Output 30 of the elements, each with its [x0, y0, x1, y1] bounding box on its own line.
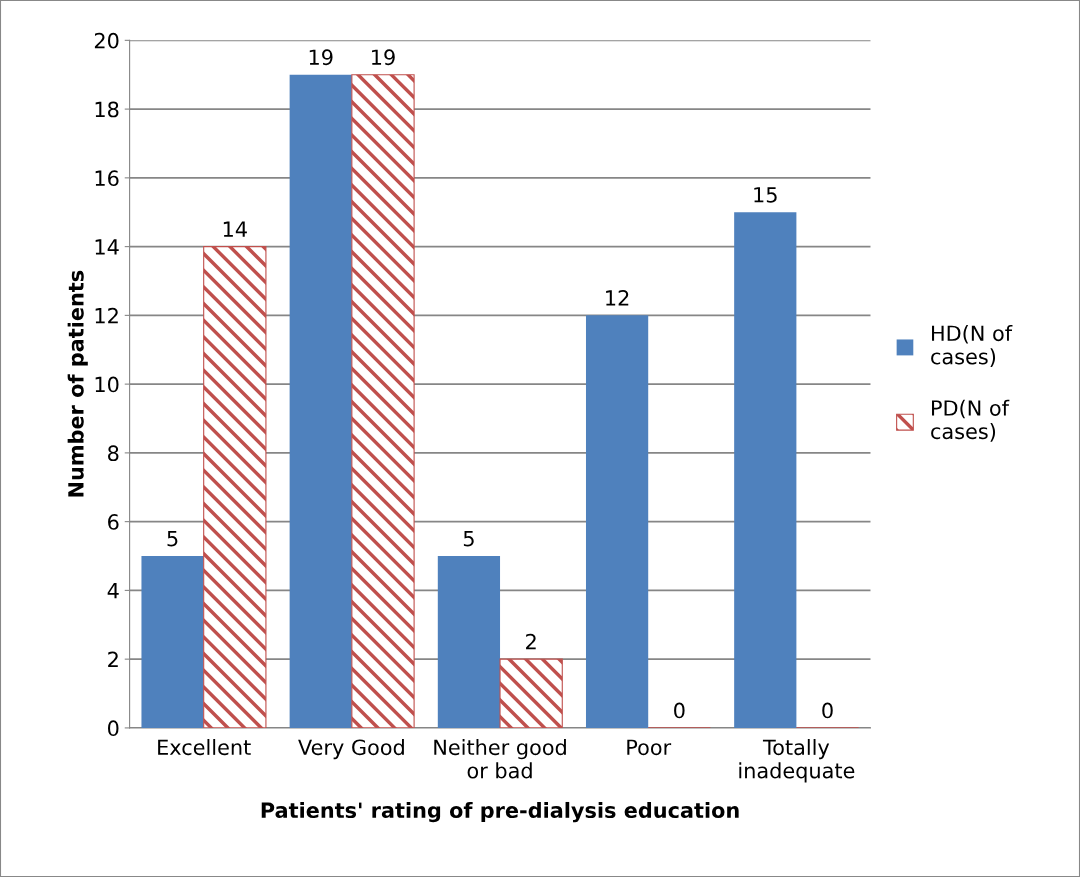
data-label: 0 [674, 702, 685, 719]
data-label: 19 [372, 49, 395, 66]
legend-label: HD(N of cases) [931, 325, 1013, 367]
data-label: 12 [606, 290, 629, 306]
data-label: 0 [822, 702, 833, 719]
y-tick-label: 16 [95, 170, 119, 187]
x-tick-label: Very Good [298, 739, 404, 760]
y-tick-label: 0 [108, 720, 119, 737]
data-label: 5 [167, 530, 178, 547]
y-tick-label: 8 [108, 445, 119, 462]
y-tick-label: 20 [94, 32, 119, 49]
y-tick-label: 10 [95, 376, 119, 393]
data-label: 5 [463, 530, 474, 547]
y-tick-label: 4 [107, 583, 119, 599]
y-tick-label: 2 [108, 651, 118, 668]
y-tick-label: 14 [95, 239, 119, 255]
data-label: 15 [754, 187, 777, 203]
data-label: 14 [223, 221, 247, 237]
y-tick-label: 6 [108, 514, 119, 530]
data-label: 2 [526, 633, 536, 650]
x-tick-label: Excellent [158, 739, 251, 756]
legend-label: PD(N of cases) [931, 399, 1010, 442]
y-tick-label: 12 [95, 307, 118, 324]
y-tick-label: 18 [95, 101, 119, 118]
x-tick-label: Totally inadequate [739, 739, 855, 783]
x-tick-label: Neither good or bad [434, 739, 566, 779]
x-tick-label: Poor [627, 739, 672, 756]
data-label: 19 [309, 49, 333, 66]
x-axis-title: Patients' rating of pre-dialysis education [261, 801, 739, 823]
y-axis-title: Number of patients [67, 270, 88, 497]
